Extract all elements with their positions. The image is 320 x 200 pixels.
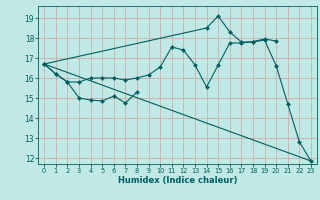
X-axis label: Humidex (Indice chaleur): Humidex (Indice chaleur) xyxy=(118,176,237,185)
